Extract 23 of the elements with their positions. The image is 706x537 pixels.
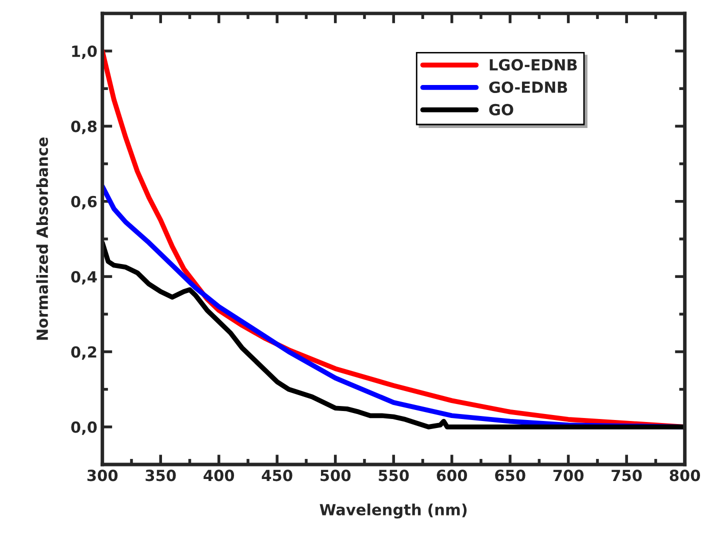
x-tick-label: 750 [612, 470, 642, 482]
legend-label: GO [489, 104, 514, 116]
x-tick-label: 450 [262, 470, 292, 482]
x-tick-label: 650 [495, 470, 526, 482]
x-tick-label: 400 [204, 470, 234, 482]
y-axis-title: Normalized Absorbance [36, 137, 48, 340]
x-axis-title: Wavelength (nm) [320, 504, 467, 518]
line-series [102, 240, 685, 430]
y-tick-label: 0,0 [71, 421, 97, 435]
legend-label: GO-EDNB [489, 81, 568, 93]
x-tick-label: 350 [146, 470, 176, 482]
y-tick-label: 0,4 [71, 271, 97, 285]
legend-label: LGO-EDNB [490, 59, 577, 71]
x-tick-label: 800 [670, 470, 700, 482]
x-tick-label: 300 [87, 470, 118, 482]
y-tick-label: 1,0 [72, 45, 97, 59]
x-tick-label: 700 [553, 470, 584, 482]
y-tick-label: 0,8 [71, 120, 97, 134]
x-tick-label: 600 [436, 470, 468, 482]
y-tick-label: 0,2 [71, 346, 96, 360]
y-tick-label: 0,6 [71, 196, 97, 210]
x-tick-label: 550 [378, 470, 409, 482]
x-tick-label: 500 [320, 470, 351, 482]
